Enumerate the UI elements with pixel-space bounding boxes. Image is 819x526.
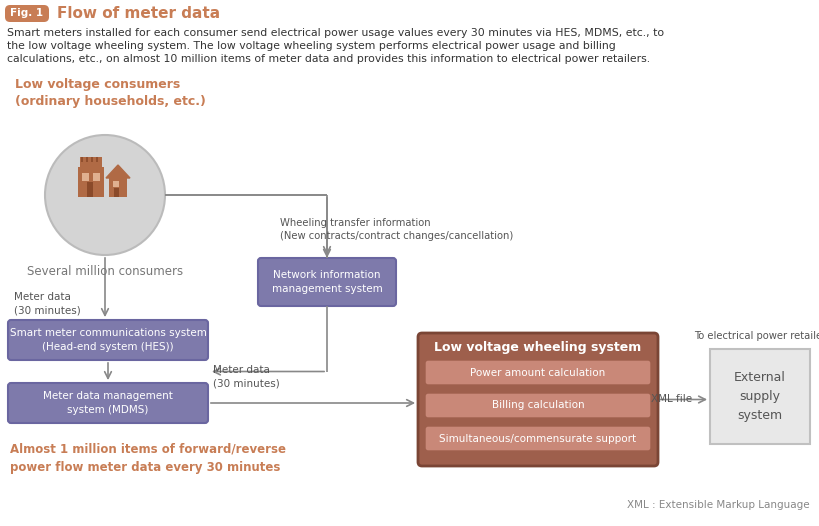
Text: Several million consumers: Several million consumers <box>27 265 183 278</box>
FancyBboxPatch shape <box>8 383 208 423</box>
Polygon shape <box>106 165 130 178</box>
Text: Meter data management
system (MDMS): Meter data management system (MDMS) <box>43 391 173 415</box>
Text: the low voltage wheeling system. The low voltage wheeling system performs electr: the low voltage wheeling system. The low… <box>7 41 615 51</box>
Bar <box>78 167 104 197</box>
FancyBboxPatch shape <box>418 333 657 466</box>
Text: calculations, etc., on almost 10 million items of meter data and provides this i: calculations, etc., on almost 10 million… <box>7 54 649 64</box>
Text: Power amount calculation: Power amount calculation <box>470 368 605 378</box>
Text: Network information
management system: Network information management system <box>271 270 382 294</box>
Text: Smart meters installed for each consumer send electrical power usage values ever: Smart meters installed for each consumer… <box>7 28 663 38</box>
FancyBboxPatch shape <box>424 360 650 385</box>
Text: XML : Extensible Markup Language: XML : Extensible Markup Language <box>627 500 809 510</box>
FancyBboxPatch shape <box>258 258 396 306</box>
Text: Billing calculation: Billing calculation <box>491 400 584 410</box>
Bar <box>87 182 93 197</box>
Text: Meter data
(30 minutes): Meter data (30 minutes) <box>14 292 80 315</box>
Text: Low voltage consumers
(ordinary households, etc.): Low voltage consumers (ordinary househol… <box>15 78 206 108</box>
Text: Low voltage wheeling system: Low voltage wheeling system <box>434 341 640 355</box>
FancyBboxPatch shape <box>424 393 650 418</box>
FancyBboxPatch shape <box>8 320 208 360</box>
FancyBboxPatch shape <box>5 5 49 22</box>
Text: Wheeling transfer information
(New contracts/contract changes/cancellation): Wheeling transfer information (New contr… <box>279 218 513 241</box>
Bar <box>114 188 119 197</box>
Text: Smart meter communications system
(Head-end system (HES)): Smart meter communications system (Head-… <box>10 328 206 352</box>
Bar <box>113 181 119 187</box>
Bar <box>109 176 127 197</box>
Bar <box>82 173 89 181</box>
Text: XML file: XML file <box>650 394 692 404</box>
Text: Almost 1 million items of forward/reverse
power flow meter data every 30 minutes: Almost 1 million items of forward/revers… <box>10 443 286 474</box>
Circle shape <box>45 135 165 255</box>
Text: To electrical power retailer: To electrical power retailer <box>693 331 819 341</box>
Bar <box>93 173 100 181</box>
Bar <box>709 349 809 444</box>
Text: Flow of meter data: Flow of meter data <box>57 6 219 21</box>
Text: Meter data
(30 minutes): Meter data (30 minutes) <box>213 365 279 388</box>
Text: Fig. 1: Fig. 1 <box>11 8 43 18</box>
Text: External
supply
system: External supply system <box>733 371 785 422</box>
FancyBboxPatch shape <box>424 426 650 451</box>
Bar <box>80 157 102 169</box>
Text: Simultaneous/commensurate support: Simultaneous/commensurate support <box>439 433 636 443</box>
